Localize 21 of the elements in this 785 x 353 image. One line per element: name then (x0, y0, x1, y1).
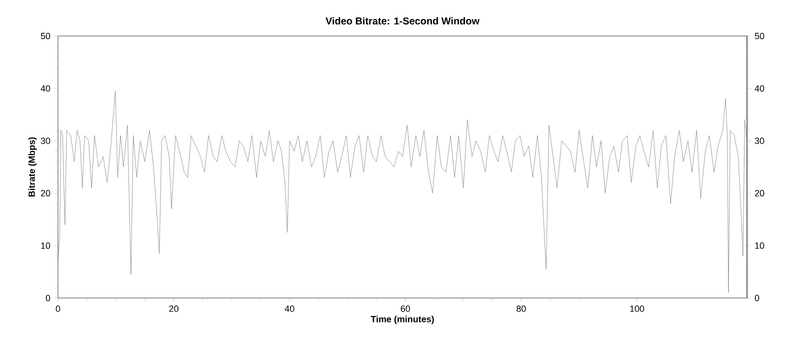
y2-tick-label: 30 (754, 138, 764, 144)
x-tick-label: 60 (400, 306, 410, 312)
y2-tick-label: 20 (754, 190, 764, 196)
x-axis-title: Time (minutes) (370, 316, 434, 324)
y2-tick-label: 50 (754, 32, 764, 40)
y2-tick-label: 40 (754, 85, 764, 92)
x-tick-label: 40 (284, 306, 294, 312)
y-tick-label: 40 (40, 85, 50, 92)
x-tick-label: 0 (56, 306, 60, 312)
y2-tick-label: 0 (754, 294, 760, 302)
x-tick-label: 80 (516, 306, 526, 312)
y-tick-label: 50 (40, 32, 50, 40)
y-tick-label: 0 (46, 294, 50, 302)
x-tick-label: 20 (169, 306, 178, 312)
y2-tick-label: 10 (755, 242, 764, 249)
chart-title: Video Bitrate: 1-Second Window (326, 17, 480, 24)
y-tick-label: 30 (40, 138, 50, 144)
x-tick-label: 100 (630, 306, 644, 312)
y-tick-label: 20 (40, 190, 50, 196)
y-axis-title: Bitrate (Mbps) (28, 137, 37, 197)
y-tick-label: 10 (41, 242, 50, 249)
